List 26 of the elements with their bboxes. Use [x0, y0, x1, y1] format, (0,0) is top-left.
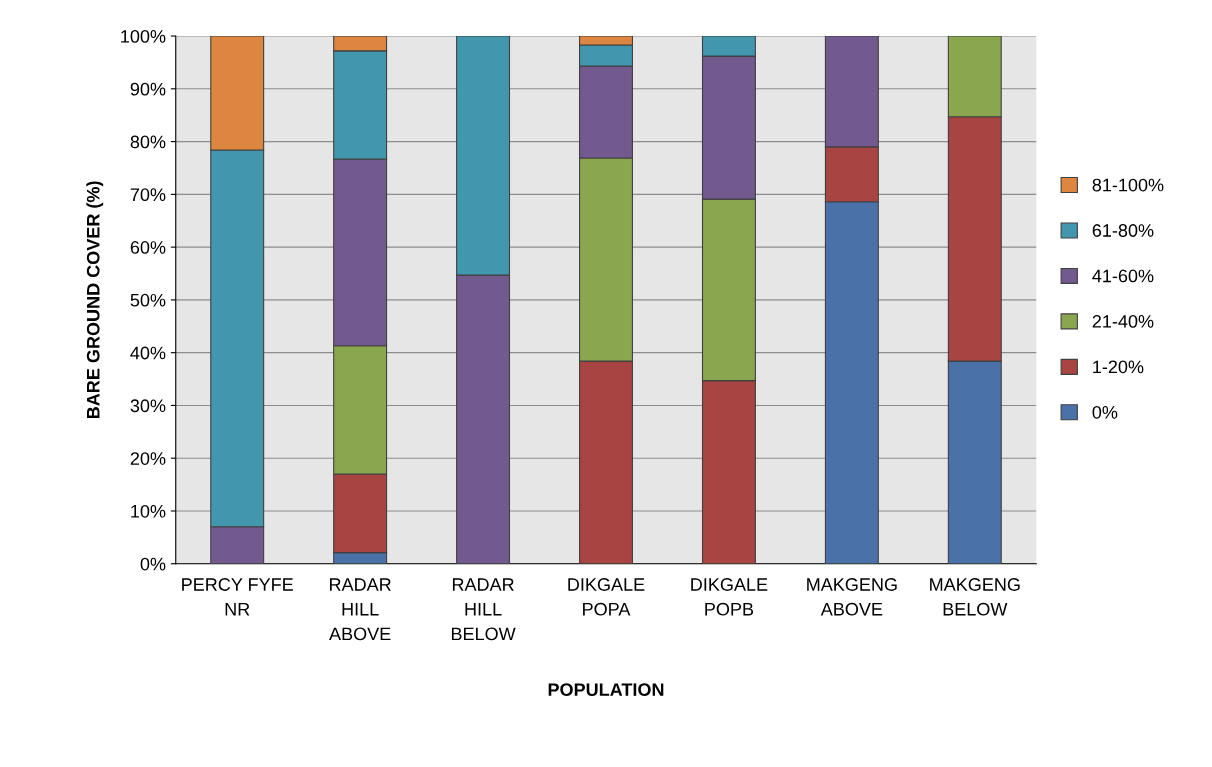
y-tick-label: 80%	[130, 135, 166, 149]
x-tick-label: DIKGALE POPB	[691, 578, 768, 616]
legend-label: 41-60%	[1092, 269, 1154, 283]
x-tick-label: RADAR HILL ABOVE	[329, 578, 391, 641]
legend-label: 21-40%	[1092, 315, 1154, 328]
y-axis-title: BARE GROUND COVER (%)	[86, 181, 104, 419]
legend-label: 1-20%	[1093, 360, 1144, 374]
y-tick-label: 60%	[130, 241, 166, 254]
x-tick-label: RADAR HILL BELOW	[451, 578, 516, 641]
y-tick-label: 30%	[130, 399, 166, 413]
legend-label: 81-100%	[1092, 178, 1164, 192]
y-tick-label: 0%	[140, 557, 166, 571]
x-tick-label: PERCY FYFE NR	[182, 578, 293, 616]
x-tick-label: DIKGALE POPA	[568, 578, 645, 616]
y-tick-label: 70%	[130, 188, 166, 202]
x-tick-label: MAKGENG BELOW	[930, 578, 1020, 616]
legend-label: 61-80%	[1092, 224, 1154, 237]
y-tick-label: 10%	[131, 504, 166, 518]
x-axis-title: POPULATION	[548, 683, 664, 696]
y-tick-label: 20%	[130, 452, 166, 465]
y-tick-label: 100%	[121, 29, 166, 43]
y-tick-label: 50%	[130, 293, 166, 307]
legend-label: 0%	[1092, 405, 1118, 419]
y-tick-label: 90%	[130, 82, 166, 96]
x-tick-label: MAKGENG ABOVE	[807, 578, 897, 616]
y-tick-label: 40%	[130, 346, 166, 360]
